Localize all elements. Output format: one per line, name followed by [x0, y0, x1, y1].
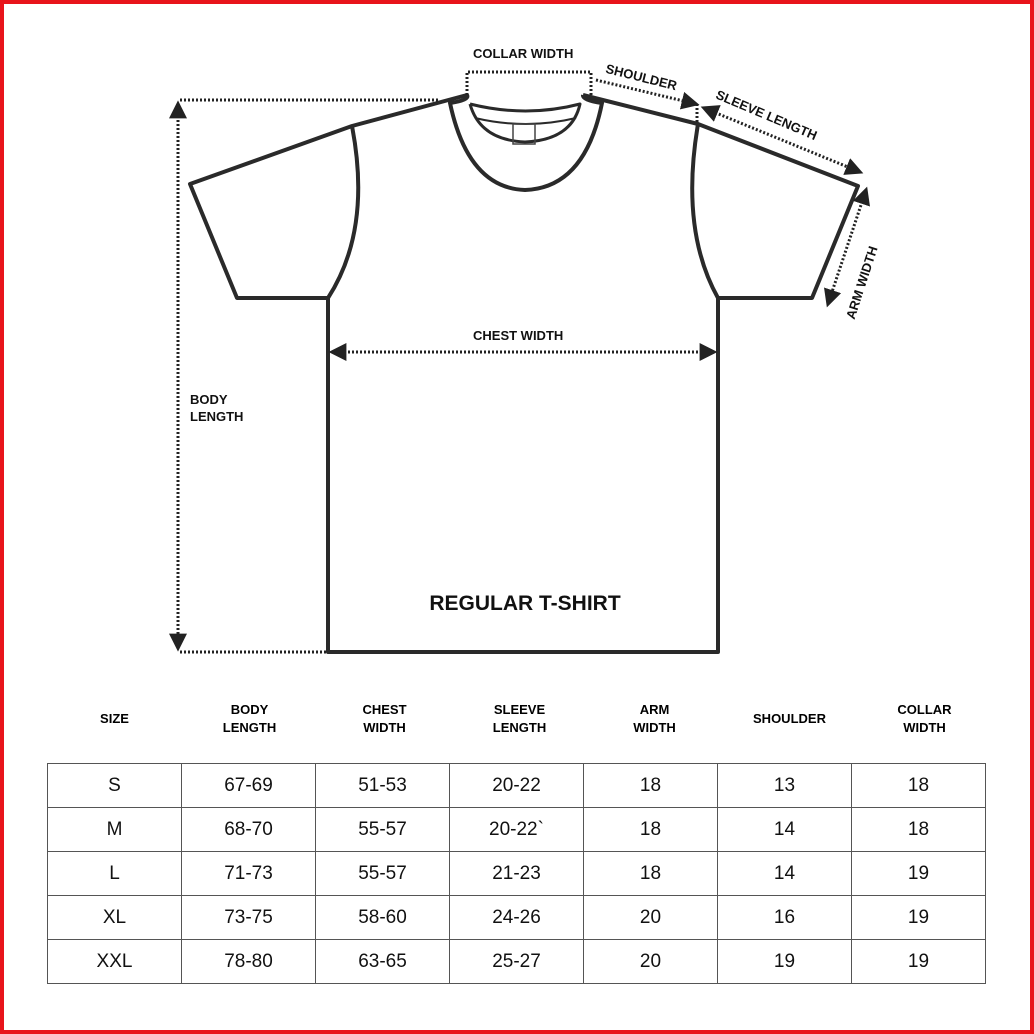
diagram-title: REGULAR T-SHIRT: [429, 592, 621, 615]
table-cell: L: [47, 851, 182, 896]
table-row: L 71-73 55-57 21-23 18 14 19: [47, 851, 986, 896]
table-cell: 58-60: [315, 895, 450, 940]
table-cell: 20-22: [449, 763, 584, 808]
size-table: S 67-69 51-53 20-22 18 13 18 M 68-70 55-57 20-22` 1…: [47, 763, 986, 984]
table-row: M 68-70 55-57 20-22` 18 14 18: [47, 807, 986, 852]
neck-label-icon: [512, 123, 536, 145]
table-cell: 14: [717, 807, 852, 852]
tshirt-outline: [188, 93, 860, 654]
column-header-text: WIDTH: [633, 720, 676, 735]
table-row: S 67-69 51-53 20-22 18 13 18: [47, 763, 986, 808]
table-cell: 21-23: [449, 851, 584, 896]
column-header: CHEST WIDTH: [317, 700, 452, 738]
table-cell: 19: [851, 851, 986, 896]
right-armhole: [690, 123, 720, 299]
table-cell: 19: [851, 939, 986, 984]
table-cell: 16: [717, 895, 852, 940]
column-header-text: SLEEVE: [493, 702, 546, 717]
table-cell: 20: [583, 939, 718, 984]
column-header: SLEEVE LENGTH: [452, 700, 587, 738]
table-cell: 55-57: [315, 807, 450, 852]
tshirt-diagram: [169, 70, 870, 654]
collar-inner: [468, 102, 582, 144]
table-cell: 19: [717, 939, 852, 984]
column-header-text: LENGTH: [222, 720, 277, 735]
body-length-label-line1: BODY: [190, 392, 228, 407]
column-header-text: CHEST: [362, 702, 407, 717]
collar-tape: [474, 117, 577, 125]
column-header-text: SIZE: [100, 711, 129, 726]
table-row: XL 73-75 58-60 24-26 20 16 19: [47, 895, 986, 940]
collar-width-label: COLLAR WIDTH: [473, 46, 574, 61]
column-header-text: LENGTH: [492, 720, 547, 735]
column-header: COLLAR WIDTH: [857, 700, 992, 738]
table-cell: 18: [583, 851, 718, 896]
table-cell: 73-75: [181, 895, 316, 940]
table-cell: 68-70: [181, 807, 316, 852]
collar-outer: [448, 93, 604, 192]
table-cell: S: [47, 763, 182, 808]
table-cell: 14: [717, 851, 852, 896]
column-header-text: WIDTH: [903, 720, 946, 735]
table-cell: XL: [47, 895, 182, 940]
table-cell: 18: [851, 763, 986, 808]
table-cell: 78-80: [181, 939, 316, 984]
body-length-label: BODY LENGTH: [190, 391, 243, 425]
column-header-text: SHOULDER: [753, 711, 826, 726]
left-armhole: [326, 125, 361, 300]
table-cell: 18: [851, 807, 986, 852]
column-header: ARM WIDTH: [587, 700, 722, 738]
table-cell: 67-69: [181, 763, 316, 808]
table-cell: 19: [851, 895, 986, 940]
column-header-text: BODY: [230, 702, 269, 717]
table-cell: 71-73: [181, 851, 316, 896]
table-cell: 25-27: [449, 939, 584, 984]
table-cell: M: [47, 807, 182, 852]
shoulder-line: [595, 78, 700, 110]
table-cell: XXL: [47, 939, 182, 984]
column-header-text: WIDTH: [363, 720, 406, 735]
column-header-text: ARM: [639, 702, 670, 717]
table-cell: 63-65: [315, 939, 450, 984]
table-cell: 18: [583, 763, 718, 808]
sleeve-length-line: [700, 105, 864, 175]
table-cell: 24-26: [449, 895, 584, 940]
arm-width-line: [824, 186, 870, 308]
column-header-text: COLLAR: [897, 702, 952, 717]
body-length-label-line2: LENGTH: [190, 409, 244, 424]
chest-width-label: CHEST WIDTH: [473, 328, 564, 343]
column-header: BODY LENGTH: [182, 700, 317, 738]
table-row: XXL 78-80 63-65 25-27 20 19 19: [47, 939, 986, 984]
table-cell: 20: [583, 895, 718, 940]
column-header: SIZE: [47, 700, 182, 738]
column-header: SHOULDER: [722, 700, 857, 738]
table-cell: 51-53: [315, 763, 450, 808]
collar-width-line: [465, 70, 593, 95]
table-cell: 13: [717, 763, 852, 808]
measure-lines: [169, 70, 870, 654]
table-cell: 18: [583, 807, 718, 852]
table-cell: 55-57: [315, 851, 450, 896]
table-cell: 20-22`: [449, 807, 584, 852]
